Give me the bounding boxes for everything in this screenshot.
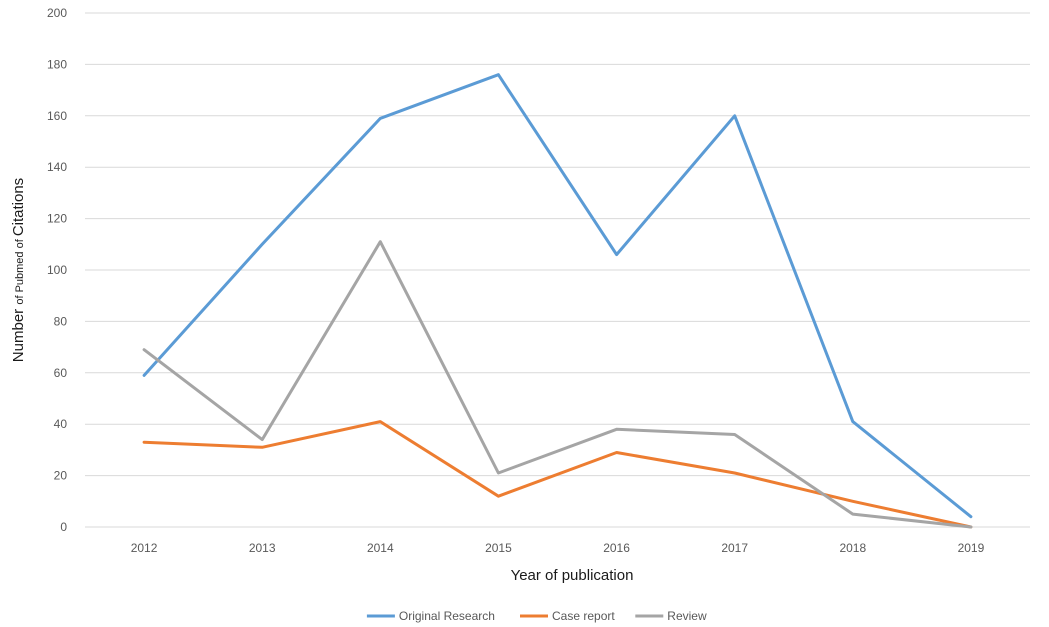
- y-axis-title-part: of Pubmed of: [14, 236, 26, 305]
- series-lines: [142, 73, 973, 529]
- y-axis-title: Number of Pubmed of Citations: [10, 178, 27, 362]
- x-tick-label: 2015: [485, 541, 512, 555]
- y-tick-label: 0: [60, 520, 67, 534]
- y-tick-label: 40: [54, 417, 68, 431]
- x-tick-label: 2012: [131, 541, 158, 555]
- x-axis-title: Year of publication: [511, 567, 634, 584]
- series-line-review: [142, 240, 973, 529]
- y-tick-label: 120: [47, 212, 67, 226]
- y-tick-label: 20: [54, 469, 68, 483]
- series-line-original-research: [142, 73, 973, 519]
- series-line-case-report: [142, 420, 973, 529]
- y-tick-label: 160: [47, 109, 67, 123]
- x-tick-label: 2016: [603, 541, 630, 555]
- y-axis-title-part: Number: [10, 305, 27, 363]
- legend-label: Original Research: [399, 609, 495, 623]
- y-tick-label: 140: [47, 160, 67, 174]
- x-tick-label: 2018: [839, 541, 866, 555]
- x-tick-label: 2019: [958, 541, 985, 555]
- y-tick-label: 100: [47, 263, 67, 277]
- x-tick-label: 2014: [367, 541, 394, 555]
- x-tick-label: 2017: [721, 541, 748, 555]
- y-tick-label: 60: [54, 366, 68, 380]
- y-axis-title-part: Citations: [10, 178, 27, 236]
- x-axis-ticks: 2012 2013 2014 2015 2016 2017 2018 2019: [131, 541, 985, 555]
- legend-label: Review: [667, 609, 707, 623]
- y-tick-label: 80: [54, 314, 68, 328]
- y-tick-label: 180: [47, 57, 67, 71]
- y-axis-ticks: 0 20 40 60 80 100 120 140 160 180 200: [47, 6, 67, 534]
- legend-label: Case report: [552, 609, 615, 623]
- x-tick-label: 2013: [249, 541, 276, 555]
- legend: Original Research Case report Review: [366, 609, 707, 623]
- y-tick-label: 200: [47, 6, 67, 20]
